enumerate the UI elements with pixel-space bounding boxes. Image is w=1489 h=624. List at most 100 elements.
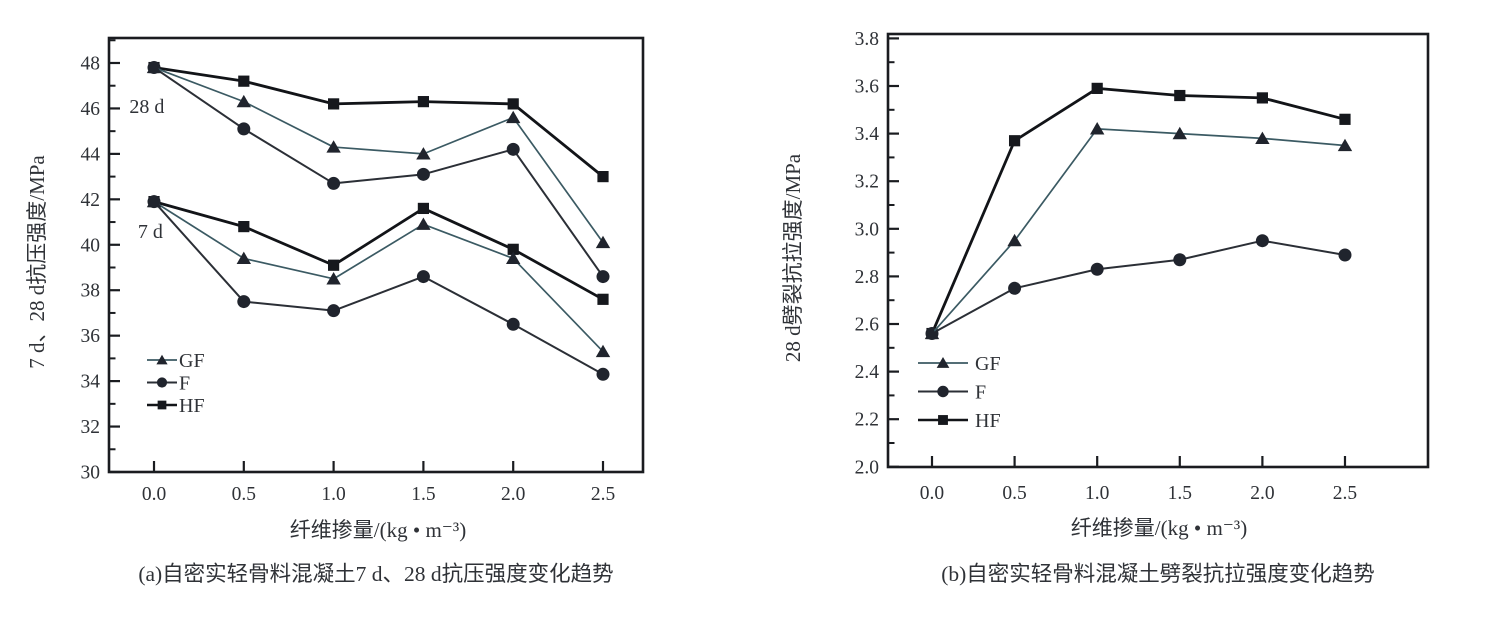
marker-square — [1339, 113, 1351, 125]
y-tick-label: 3.0 — [855, 219, 879, 240]
marker-square — [938, 415, 948, 425]
series-line — [153, 66, 604, 178]
y-tick-label: 3.4 — [855, 124, 880, 145]
marker-square — [1256, 92, 1268, 104]
marker-circle — [237, 122, 251, 136]
x-tick-label: 2.0 — [1250, 483, 1274, 504]
group-annotation: 7 d — [138, 221, 163, 243]
marker-square — [1174, 89, 1186, 102]
marker-square — [328, 98, 340, 110]
y-tick-label: 32 — [81, 417, 101, 438]
marker-circle — [327, 304, 341, 318]
marker-circle — [1173, 253, 1187, 267]
marker-circle — [506, 317, 520, 331]
x-tick-label: 1.0 — [321, 484, 345, 505]
x-tick-label: 0.0 — [920, 483, 944, 504]
marker-square — [328, 259, 340, 271]
y-tick-label: 3.2 — [855, 172, 879, 193]
chart-a-y-axis-title: 7 d、28 d抗压强度/MPa — [25, 155, 49, 369]
marker-triangle — [236, 94, 252, 108]
y-tick-label: 38 — [81, 281, 101, 302]
marker-circle — [1255, 234, 1269, 248]
marker-square — [238, 75, 250, 87]
plot-box — [107, 36, 645, 474]
series-hf-7-d- — [148, 196, 609, 305]
series-f-28-d- — [147, 61, 610, 284]
series-line — [931, 127, 1346, 335]
marker-triangle — [595, 344, 611, 358]
marker-triangle — [146, 194, 162, 208]
x-tick-label: 2.5 — [1333, 483, 1357, 504]
y-tick-label: 36 — [81, 326, 101, 347]
marker-circle — [596, 270, 610, 284]
marker-square — [1008, 135, 1021, 147]
y-tick-label: 3.6 — [855, 77, 880, 98]
marker-triangle — [416, 217, 431, 230]
plot-box — [886, 32, 1430, 469]
chart-b-legend: GF F HF — [918, 353, 1001, 432]
marker-triangle — [1007, 233, 1022, 247]
caption-b: (b)自密实轻骨料混凝土劈裂抗拉强度变化趋势 — [941, 562, 1375, 586]
chart-b-y-axis-title: 28 d劈裂抗拉强度/MPa — [781, 153, 805, 362]
series-line — [931, 239, 1346, 335]
y-tick-label: 48 — [81, 53, 101, 74]
group-annotation: 28 d — [129, 96, 164, 118]
chart-a-plot: 30 32 34 36 38 40 42 44 46 48 0.0 0.5 1.0 1.5 2.0 2.5 28… — [81, 36, 645, 505]
y-tick-label: 34 — [81, 372, 101, 393]
chart-a-x-axis-title: 纤维掺量/(kg • m⁻³) — [290, 518, 466, 542]
marker-circle — [327, 176, 341, 190]
chart-b-plot: 2.0 2.2 2.4 2.6 2.8 3.0 3.2 3.4 3.6 3.8 0.0 0.5 1.0 1… — [855, 29, 1430, 504]
marker-circle — [937, 385, 949, 398]
marker-circle — [416, 167, 430, 181]
legend-label: HF — [975, 410, 1001, 432]
series-gf-28-d- — [146, 60, 611, 249]
y-tick-label: 2.0 — [855, 457, 879, 478]
y-tick-label: 44 — [81, 144, 101, 165]
x-tick-label: 0.0 — [142, 484, 166, 505]
marker-triangle — [1255, 131, 1270, 144]
marker-triangle — [506, 251, 521, 265]
x-tick-label: 2.0 — [501, 484, 525, 505]
x-tick-label: 2.5 — [591, 484, 615, 505]
y-tick-label: 30 — [81, 463, 101, 484]
marker-square — [157, 400, 167, 410]
legend-label: GF — [179, 350, 205, 372]
x-tick-label: 1.0 — [1085, 483, 1109, 504]
legend-label: GF — [975, 353, 1001, 375]
legend-label: HF — [179, 395, 205, 417]
marker-triangle — [1337, 138, 1353, 152]
marker-triangle — [326, 140, 341, 153]
x-tick-label: 1.5 — [1168, 483, 1192, 504]
marker-circle — [156, 377, 168, 388]
series-f-7-d- — [147, 195, 610, 381]
marker-triangle — [236, 251, 252, 265]
x-tick-label: 0.5 — [232, 484, 256, 505]
y-tick-label: 2.8 — [855, 267, 879, 288]
series-f — [925, 234, 1352, 341]
marker-circle — [1090, 262, 1104, 276]
series-gf — [924, 122, 1353, 340]
y-tick-label: 2.4 — [855, 362, 880, 383]
marker-triangle — [595, 235, 611, 249]
marker-triangle — [146, 60, 162, 74]
series-line — [153, 200, 604, 353]
chart-b-axes: 2.0 2.2 2.4 2.6 2.8 3.0 3.2 3.4 3.6 3.8 0.0 0.5 1.0 1… — [855, 29, 1430, 504]
series-gf-7-d- — [146, 194, 611, 358]
marker-circle — [596, 367, 610, 381]
y-tick-label: 40 — [81, 235, 101, 256]
x-tick-label: 1.5 — [411, 484, 435, 505]
marker-triangle — [924, 326, 940, 340]
marker-triangle — [156, 354, 168, 365]
marker-square — [417, 202, 430, 215]
chart-a-axes: 30 32 34 36 38 40 42 44 46 48 0.0 0.5 1.0 1.5 2.0 2.5 — [81, 36, 645, 505]
marker-circle — [416, 270, 430, 284]
marker-square — [507, 98, 519, 110]
series-hf-28-d- — [148, 61, 609, 183]
marker-square — [507, 243, 519, 255]
y-tick-label: 42 — [81, 190, 101, 211]
marker-circle — [1338, 248, 1352, 262]
legend-label: F — [179, 373, 190, 395]
marker-square — [417, 96, 430, 108]
